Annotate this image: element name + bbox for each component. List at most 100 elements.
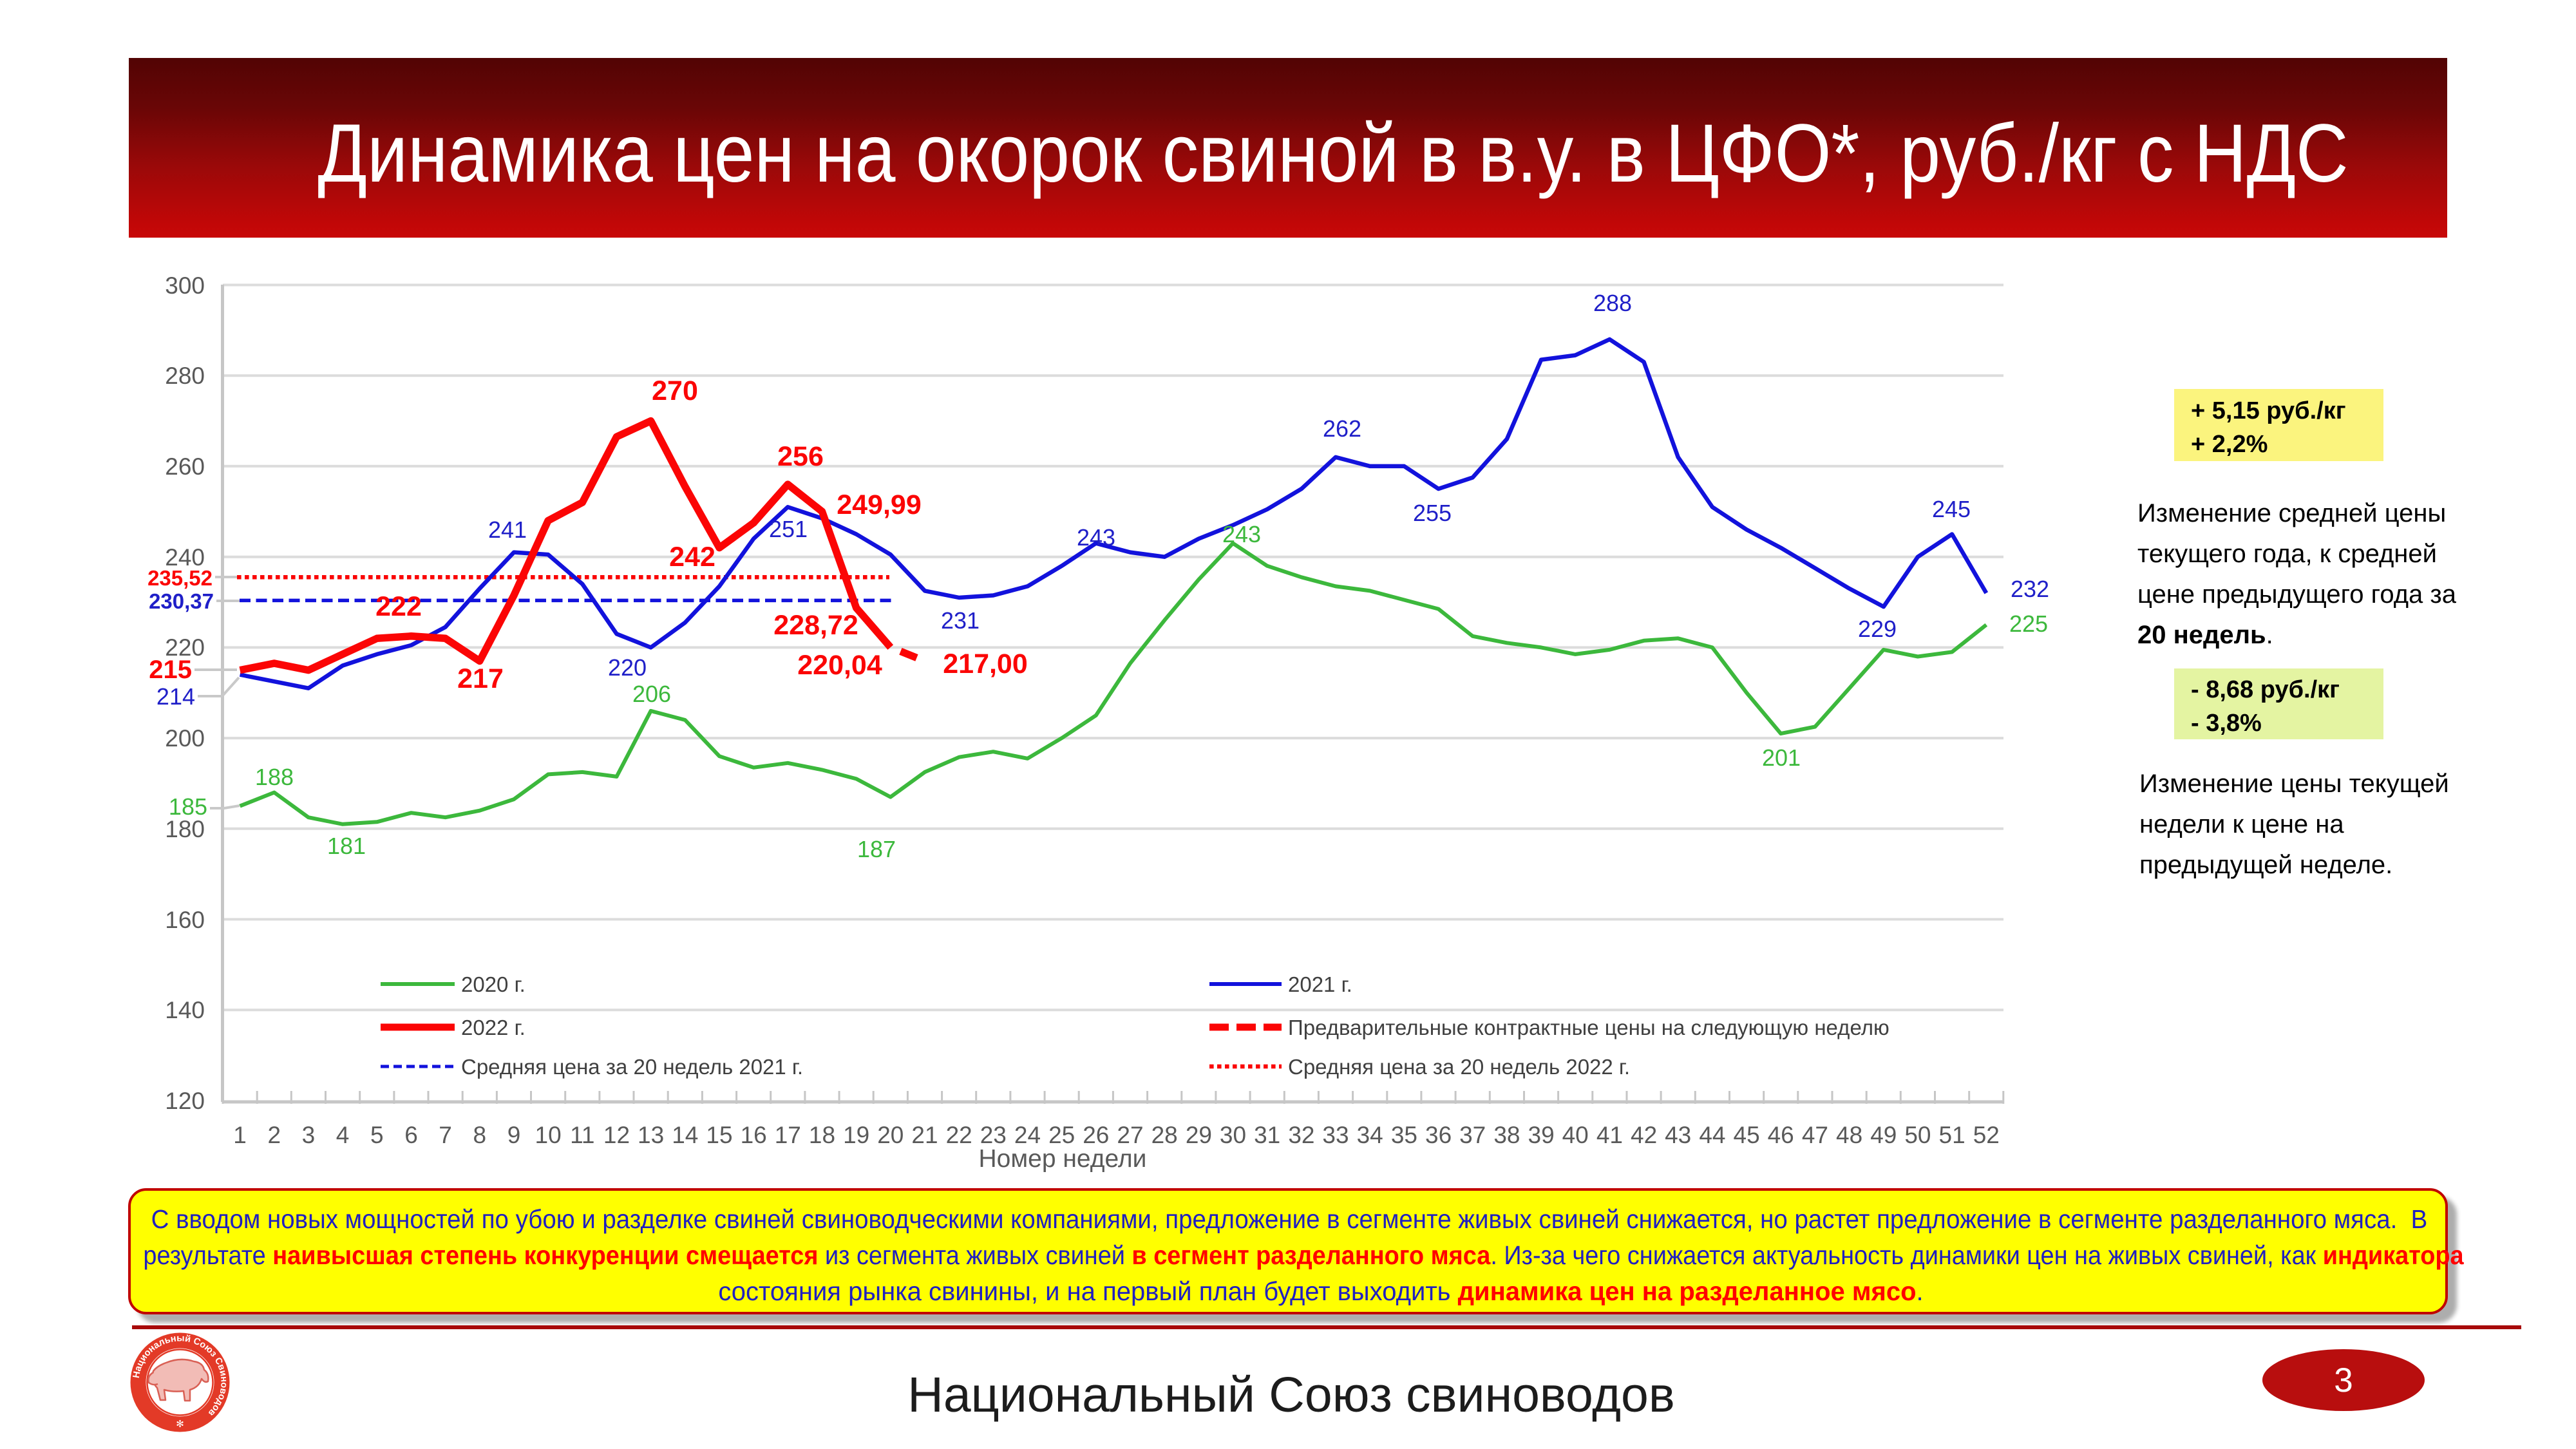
svg-text:251: 251 — [769, 516, 808, 542]
svg-text:230,37: 230,37 — [149, 589, 214, 613]
svg-text:6: 6 — [404, 1122, 418, 1148]
svg-text:4: 4 — [336, 1122, 350, 1148]
svg-text:2020 г.: 2020 г. — [461, 972, 526, 996]
svg-text:300: 300 — [165, 272, 205, 299]
svg-text:8: 8 — [473, 1122, 487, 1148]
svg-text:1: 1 — [233, 1122, 247, 1148]
svg-text:187: 187 — [857, 836, 896, 862]
svg-text:280: 280 — [165, 363, 205, 389]
svg-text:30: 30 — [1220, 1122, 1246, 1148]
svg-text:29: 29 — [1186, 1122, 1212, 1148]
svg-text:200: 200 — [165, 725, 205, 752]
svg-text:Средняя цена за 20 недель 2021: Средняя цена за 20 недель 2021 г. — [461, 1055, 803, 1079]
svg-text:48: 48 — [1836, 1122, 1862, 1148]
svg-text:256: 256 — [777, 441, 824, 472]
svg-text:12: 12 — [603, 1122, 630, 1148]
svg-text:39: 39 — [1528, 1122, 1555, 1148]
svg-text:27: 27 — [1117, 1122, 1143, 1148]
svg-text:231: 231 — [941, 607, 980, 634]
svg-text:33: 33 — [1322, 1122, 1349, 1148]
svg-text:43: 43 — [1665, 1122, 1691, 1148]
svg-text:220: 220 — [165, 634, 205, 661]
svg-text:180: 180 — [165, 816, 205, 842]
svg-text:41: 41 — [1596, 1122, 1623, 1148]
svg-text:2: 2 — [268, 1122, 281, 1148]
svg-text:52: 52 — [1973, 1122, 2000, 1148]
svg-text:2021 г.: 2021 г. — [1288, 972, 1352, 996]
svg-text:260: 260 — [165, 453, 205, 480]
svg-text:49: 49 — [1870, 1122, 1897, 1148]
svg-text:42: 42 — [1631, 1122, 1657, 1148]
svg-text:21: 21 — [911, 1122, 938, 1148]
svg-text:26: 26 — [1083, 1122, 1109, 1148]
svg-text:288: 288 — [1593, 290, 1632, 316]
svg-text:7: 7 — [439, 1122, 452, 1148]
svg-text:40: 40 — [1562, 1122, 1589, 1148]
svg-text:9: 9 — [507, 1122, 521, 1148]
svg-text:24: 24 — [1014, 1122, 1041, 1148]
svg-text:35: 35 — [1391, 1122, 1417, 1148]
svg-text:15: 15 — [706, 1122, 732, 1148]
svg-text:243: 243 — [1222, 521, 1261, 547]
svg-text:3: 3 — [302, 1122, 316, 1148]
svg-text:229: 229 — [1858, 616, 1897, 642]
svg-text:37: 37 — [1459, 1122, 1486, 1148]
svg-text:5: 5 — [370, 1122, 384, 1148]
svg-text:20: 20 — [877, 1122, 904, 1148]
svg-text:270: 270 — [652, 375, 698, 406]
svg-text:140: 140 — [165, 997, 205, 1023]
svg-text:44: 44 — [1699, 1122, 1725, 1148]
svg-text:225: 225 — [2009, 611, 2048, 637]
svg-text:120: 120 — [165, 1088, 205, 1114]
svg-text:Средняя цена за 20 недель 2022: Средняя цена за 20 недель 2022 г. — [1288, 1055, 1630, 1079]
svg-text:25: 25 — [1048, 1122, 1075, 1148]
svg-text:51: 51 — [1939, 1122, 1965, 1148]
svg-text:185: 185 — [169, 793, 207, 820]
svg-text:18: 18 — [809, 1122, 835, 1148]
svg-text:14: 14 — [672, 1122, 698, 1148]
svg-text:✻: ✻ — [176, 1419, 184, 1430]
svg-text:240: 240 — [165, 544, 205, 571]
svg-text:50: 50 — [1904, 1122, 1931, 1148]
svg-text:232: 232 — [2011, 576, 2049, 602]
svg-text:215: 215 — [149, 656, 192, 684]
svg-text:220,04: 220,04 — [797, 650, 882, 681]
svg-text:45: 45 — [1734, 1122, 1760, 1148]
svg-text:2022 г.: 2022 г. — [461, 1016, 526, 1039]
svg-text:255: 255 — [1413, 500, 1452, 526]
svg-text:Предварительные контрактные це: Предварительные контрактные цены на след… — [1288, 1016, 1889, 1039]
svg-text:47: 47 — [1802, 1122, 1828, 1148]
svg-text:242: 242 — [669, 542, 715, 573]
svg-text:31: 31 — [1254, 1122, 1280, 1148]
svg-text:243: 243 — [1077, 524, 1115, 551]
svg-text:228,72: 228,72 — [773, 610, 858, 641]
svg-text:206: 206 — [632, 681, 671, 707]
svg-text:11: 11 — [570, 1122, 594, 1148]
svg-text:188: 188 — [255, 764, 294, 790]
svg-text:23: 23 — [980, 1122, 1007, 1148]
svg-text:38: 38 — [1493, 1122, 1520, 1148]
svg-text:17: 17 — [775, 1122, 801, 1148]
svg-text:22: 22 — [946, 1122, 972, 1148]
svg-text:36: 36 — [1425, 1122, 1452, 1148]
svg-text:34: 34 — [1357, 1122, 1383, 1148]
svg-text:181: 181 — [327, 833, 366, 859]
svg-text:262: 262 — [1323, 415, 1361, 442]
svg-text:32: 32 — [1288, 1122, 1314, 1148]
svg-text:222: 222 — [375, 591, 422, 622]
svg-text:245: 245 — [1932, 496, 1971, 522]
svg-text:46: 46 — [1768, 1122, 1794, 1148]
svg-text:201: 201 — [1762, 744, 1801, 771]
svg-text:160: 160 — [165, 907, 205, 933]
svg-text:10: 10 — [535, 1122, 562, 1148]
svg-text:214: 214 — [156, 683, 195, 710]
svg-text:13: 13 — [638, 1122, 664, 1148]
svg-text:235,52: 235,52 — [147, 566, 213, 590]
svg-text:217,00: 217,00 — [943, 649, 1028, 679]
svg-text:Номер недели: Номер недели — [979, 1145, 1147, 1173]
svg-text:241: 241 — [488, 516, 527, 543]
svg-text:249,99: 249,99 — [837, 489, 922, 520]
svg-text:220: 220 — [608, 654, 647, 681]
svg-text:19: 19 — [843, 1122, 869, 1148]
svg-text:217: 217 — [457, 663, 504, 694]
